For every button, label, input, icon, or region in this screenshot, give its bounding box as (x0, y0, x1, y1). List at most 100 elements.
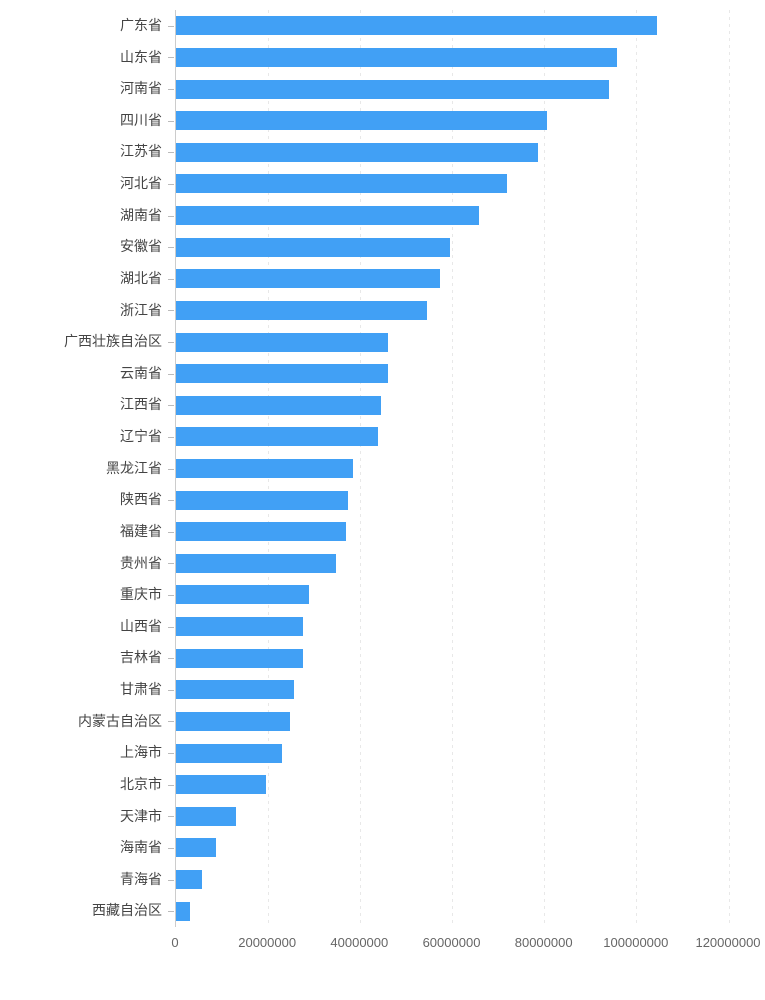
bar-山西省[interactable] (176, 617, 303, 637)
y-axis-tick (168, 247, 174, 248)
bar-贵州省[interactable] (176, 553, 337, 573)
bar-福建省[interactable] (176, 522, 347, 542)
bar-江苏省[interactable] (176, 142, 539, 162)
category-label: 重庆市 (120, 586, 162, 603)
category-label: 辽宁省 (120, 428, 162, 445)
x-axis-label: 20000000 (238, 935, 297, 950)
y-axis-tick (168, 816, 174, 817)
bar-浙江省[interactable] (176, 300, 427, 320)
category-label: 山东省 (120, 48, 162, 65)
category-label: 河北省 (120, 175, 162, 192)
gridline-100000000 (636, 10, 638, 927)
bar-山东省[interactable] (176, 47, 618, 67)
category-label: 上海市 (120, 744, 162, 761)
y-axis-tick (168, 911, 174, 912)
bar-吉林省[interactable] (176, 648, 303, 668)
x-axis-label: 40000000 (330, 935, 389, 950)
bar-青海省[interactable] (176, 870, 202, 890)
bar-河南省[interactable] (176, 79, 610, 99)
x-axis-label: 120000000 (695, 935, 761, 950)
y-axis-tick (168, 500, 174, 501)
category-label: 青海省 (120, 870, 162, 887)
category-label: 云南省 (120, 364, 162, 381)
y-axis-tick (168, 184, 174, 185)
y-axis-tick (168, 26, 174, 27)
category-label: 福建省 (120, 522, 162, 539)
bar-西藏自治区[interactable] (176, 901, 190, 921)
category-label: 山西省 (120, 617, 162, 634)
category-label: 陕西省 (120, 491, 162, 508)
category-label: 贵州省 (120, 554, 162, 571)
category-label: 天津市 (120, 807, 162, 824)
bar-重庆市[interactable] (176, 585, 309, 605)
x-axis-label: 0 (171, 935, 179, 950)
y-axis-tick (168, 405, 174, 406)
bar-四川省[interactable] (176, 111, 547, 131)
bar-湖北省[interactable] (176, 269, 440, 289)
category-label: 广东省 (120, 17, 162, 33)
category-label: 内蒙古自治区 (78, 712, 162, 729)
bar-辽宁省[interactable] (176, 427, 378, 447)
y-axis-tick (168, 753, 174, 754)
bar-江西省[interactable] (176, 395, 382, 415)
category-label: 广西壮族自治区 (64, 333, 162, 350)
bar-河北省[interactable] (176, 174, 508, 194)
y-axis-tick (168, 310, 174, 311)
category-label: 黑龙江省 (106, 459, 162, 476)
bar-海南省[interactable] (176, 838, 216, 858)
category-label: 西藏自治区 (92, 902, 162, 919)
bar-广东省[interactable] (176, 16, 657, 36)
category-label: 湖北省 (120, 269, 162, 286)
category-label: 安徽省 (120, 238, 162, 255)
y-axis-tick (168, 279, 174, 280)
bar-湖南省[interactable] (176, 206, 479, 226)
gridline-60000000 (452, 10, 453, 927)
y-axis-tick (168, 342, 174, 343)
bar-黑龙江省[interactable] (176, 459, 353, 478)
category-label: 北京市 (120, 775, 162, 792)
bar-甘肃省[interactable] (176, 680, 294, 700)
x-axis-label: 60000000 (422, 935, 481, 950)
category-label: 江苏省 (120, 143, 162, 160)
y-axis-tick (168, 469, 174, 470)
y-axis-tick (168, 848, 174, 849)
bar-内蒙古自治区[interactable] (176, 711, 290, 731)
y-axis-tick (168, 437, 174, 438)
x-axis-label: 80000000 (514, 935, 573, 950)
y-axis-tick (168, 785, 174, 786)
y-axis-tick (168, 57, 174, 58)
bar-广西壮族自治区[interactable] (176, 332, 389, 352)
category-label: 四川省 (120, 111, 162, 128)
bar-上海市[interactable] (176, 743, 283, 763)
category-label: 吉林省 (120, 649, 162, 666)
bar-安徽省[interactable] (176, 237, 451, 257)
y-axis-tick (168, 595, 174, 596)
category-label: 海南省 (120, 839, 162, 856)
y-axis-tick (168, 216, 174, 217)
category-label: 湖南省 (120, 206, 162, 223)
x-axis-label: 100000000 (603, 935, 669, 950)
category-label: 浙江省 (120, 301, 162, 318)
y-axis-tick (168, 152, 174, 153)
bar-天津市[interactable] (176, 806, 236, 826)
category-label: 江西省 (120, 396, 162, 413)
y-axis-tick (168, 658, 174, 659)
y-axis-tick (168, 690, 174, 691)
category-label: 河南省 (120, 80, 162, 97)
y-axis-tick (168, 532, 174, 533)
y-axis-tick (168, 627, 174, 628)
y-axis-tick (168, 721, 174, 722)
gridline-80000000 (544, 10, 546, 927)
gridline-120000000 (728, 10, 730, 927)
bar-云南省[interactable] (176, 364, 388, 384)
bar-陕西省[interactable] (176, 490, 349, 510)
y-axis-tick (168, 121, 174, 122)
y-axis-tick (168, 563, 174, 564)
y-axis-tick (168, 89, 174, 90)
y-axis-tick (168, 374, 174, 375)
bar-北京市[interactable] (176, 775, 267, 795)
gridline-40000000 (359, 10, 361, 927)
y-axis-tick (168, 880, 174, 881)
category-label: 甘肃省 (120, 681, 162, 698)
